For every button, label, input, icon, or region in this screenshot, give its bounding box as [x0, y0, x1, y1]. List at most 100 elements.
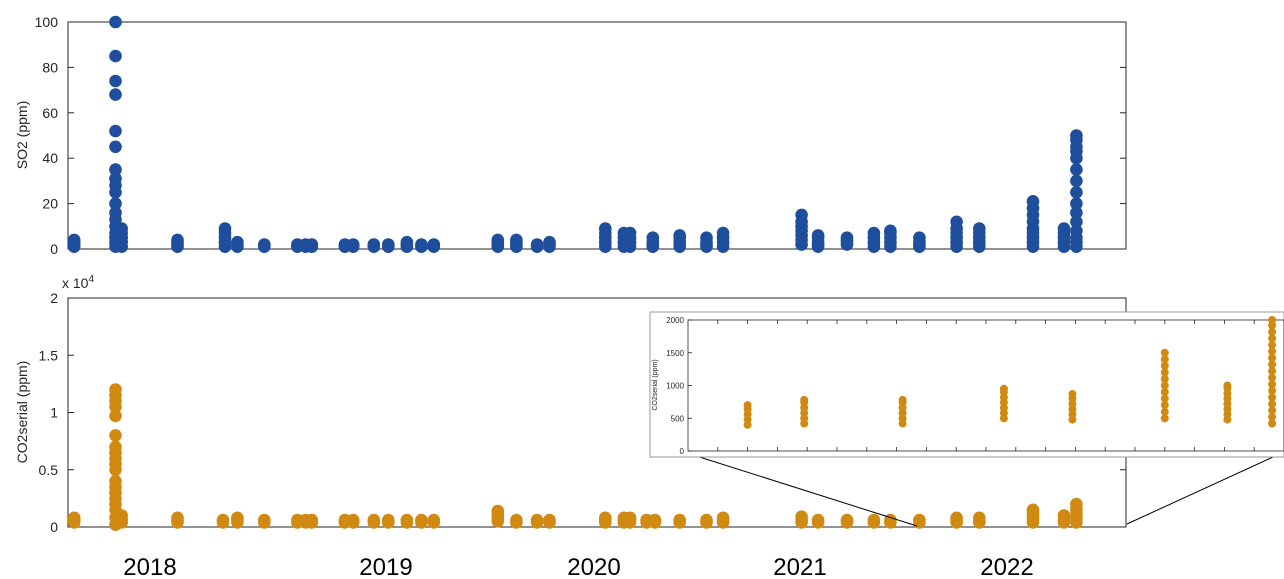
so2-points — [67, 15, 1083, 253]
co2-data-point — [543, 513, 556, 527]
so2-y-tick-label: 20 — [42, 196, 58, 212]
so2-data-point — [1070, 197, 1083, 210]
co2-data-point — [109, 429, 122, 442]
so2-data-point — [491, 233, 505, 247]
inset-data-point — [1268, 399, 1277, 408]
co2-data-point — [109, 383, 122, 396]
so2-data-point — [646, 231, 660, 244]
inset-data-point — [1160, 407, 1169, 416]
co2-data-point — [599, 511, 612, 525]
co2-data-point — [811, 513, 825, 527]
inset-data-point — [1268, 393, 1277, 402]
year-label-2022: 2022 — [980, 554, 1033, 579]
co2-data-point — [305, 513, 319, 527]
co2-data-point — [1070, 497, 1083, 511]
so2-data-point — [231, 235, 244, 249]
so2-data-point — [973, 222, 986, 235]
co2-data-point — [216, 513, 230, 527]
inset-data-point — [1268, 367, 1277, 376]
so2-data-point — [700, 231, 713, 244]
co2-data-point — [171, 511, 184, 525]
co2-panel: 0 0.5 1 1.5 2 x 104 CO2serial (ppm) — [14, 274, 1127, 535]
co2-data-point — [913, 513, 926, 527]
co2-y-tick-label: 0 — [50, 519, 58, 535]
so2-data-point — [415, 238, 428, 251]
co2-y-tick-label: 2 — [50, 290, 58, 306]
so2-data-point — [913, 231, 926, 244]
co2-data-point — [231, 511, 244, 525]
inset-data-point — [1160, 355, 1169, 364]
co2-data-point — [973, 511, 986, 525]
so2-data-point — [543, 235, 556, 249]
inset-y-tick-label: 1500 — [666, 349, 684, 358]
co2-exponent-power: 4 — [88, 274, 94, 285]
co2-data-point — [382, 513, 395, 527]
so2-data-point — [1070, 174, 1083, 188]
co2-data-point — [623, 511, 637, 525]
inset-data-point — [1268, 340, 1277, 349]
so2-data-point — [884, 224, 897, 238]
so2-data-point — [1070, 163, 1083, 176]
inset-data-point — [1268, 327, 1277, 336]
year-label-2018: 2018 — [123, 554, 176, 579]
so2-data-point — [673, 229, 686, 242]
co2-data-point — [648, 513, 662, 527]
year-label-2020: 2020 — [567, 554, 620, 579]
so2-plot-frame — [67, 21, 1127, 250]
inset-data-point — [1160, 368, 1169, 377]
inset-data-point — [1160, 401, 1169, 410]
so2-data-point — [258, 238, 271, 251]
so2-data-point — [109, 172, 122, 185]
inset-data-point — [1160, 388, 1169, 397]
inset-data-point — [1160, 374, 1169, 383]
inset-data-point — [743, 401, 752, 410]
so2-data-point — [716, 226, 730, 240]
inset-data-point — [1160, 361, 1169, 370]
inset-data-point — [800, 395, 809, 404]
co2-data-point — [427, 513, 441, 527]
so2-y-tick-label: 0 — [50, 241, 58, 257]
inset-y-tick-label: 1000 — [666, 382, 684, 391]
so2-data-point — [811, 229, 825, 242]
so2-data-point — [67, 233, 81, 247]
so2-data-point — [400, 235, 414, 249]
so2-data-point — [867, 226, 881, 240]
so2-data-point — [1026, 195, 1040, 208]
so2-panel: 0 20 40 60 80 100 SO2 (ppm) — [14, 14, 1127, 257]
so2-data-point — [109, 49, 122, 63]
so2-y-tick-label: 60 — [42, 105, 58, 121]
co2-data-point — [367, 513, 381, 527]
so2-data-point — [840, 231, 854, 244]
inset-data-point — [1223, 381, 1232, 390]
so2-data-point — [1057, 222, 1071, 235]
inset-y-tick-label: 0 — [680, 447, 685, 456]
co2-data-point — [109, 474, 122, 488]
so2-data-point — [950, 215, 963, 229]
inset-data-point — [1268, 386, 1277, 395]
so2-y-axis-label: SO2 (ppm) — [14, 101, 30, 169]
inset-data-point — [1068, 390, 1077, 398]
inset-points — [743, 316, 1277, 429]
inset-data-point — [1160, 348, 1169, 357]
co2-data-point — [716, 511, 730, 525]
co2-y-tick-label: 0.5 — [39, 462, 59, 478]
co2-data-point — [867, 513, 881, 527]
year-label-2019: 2019 — [359, 554, 412, 579]
co2-data-point — [673, 513, 686, 527]
inset-data-point — [1268, 347, 1277, 356]
co2-data-point — [950, 511, 963, 525]
co2-data-point — [67, 511, 81, 525]
co2-y-tick-label: 1 — [50, 405, 58, 421]
inset-data-point — [999, 384, 1008, 393]
inset-data-point — [1268, 334, 1277, 343]
inset-data-point — [1268, 316, 1277, 324]
so2-data-point — [599, 222, 612, 235]
so2-data-point — [109, 197, 122, 210]
co2-y-axis-label: CO2serial (ppm) — [14, 361, 30, 464]
so2-data-point — [218, 222, 232, 235]
so2-data-point — [623, 226, 637, 240]
so2-y-tick-label: 80 — [42, 59, 58, 75]
so2-data-point — [367, 238, 381, 251]
so2-data-point — [109, 163, 122, 176]
